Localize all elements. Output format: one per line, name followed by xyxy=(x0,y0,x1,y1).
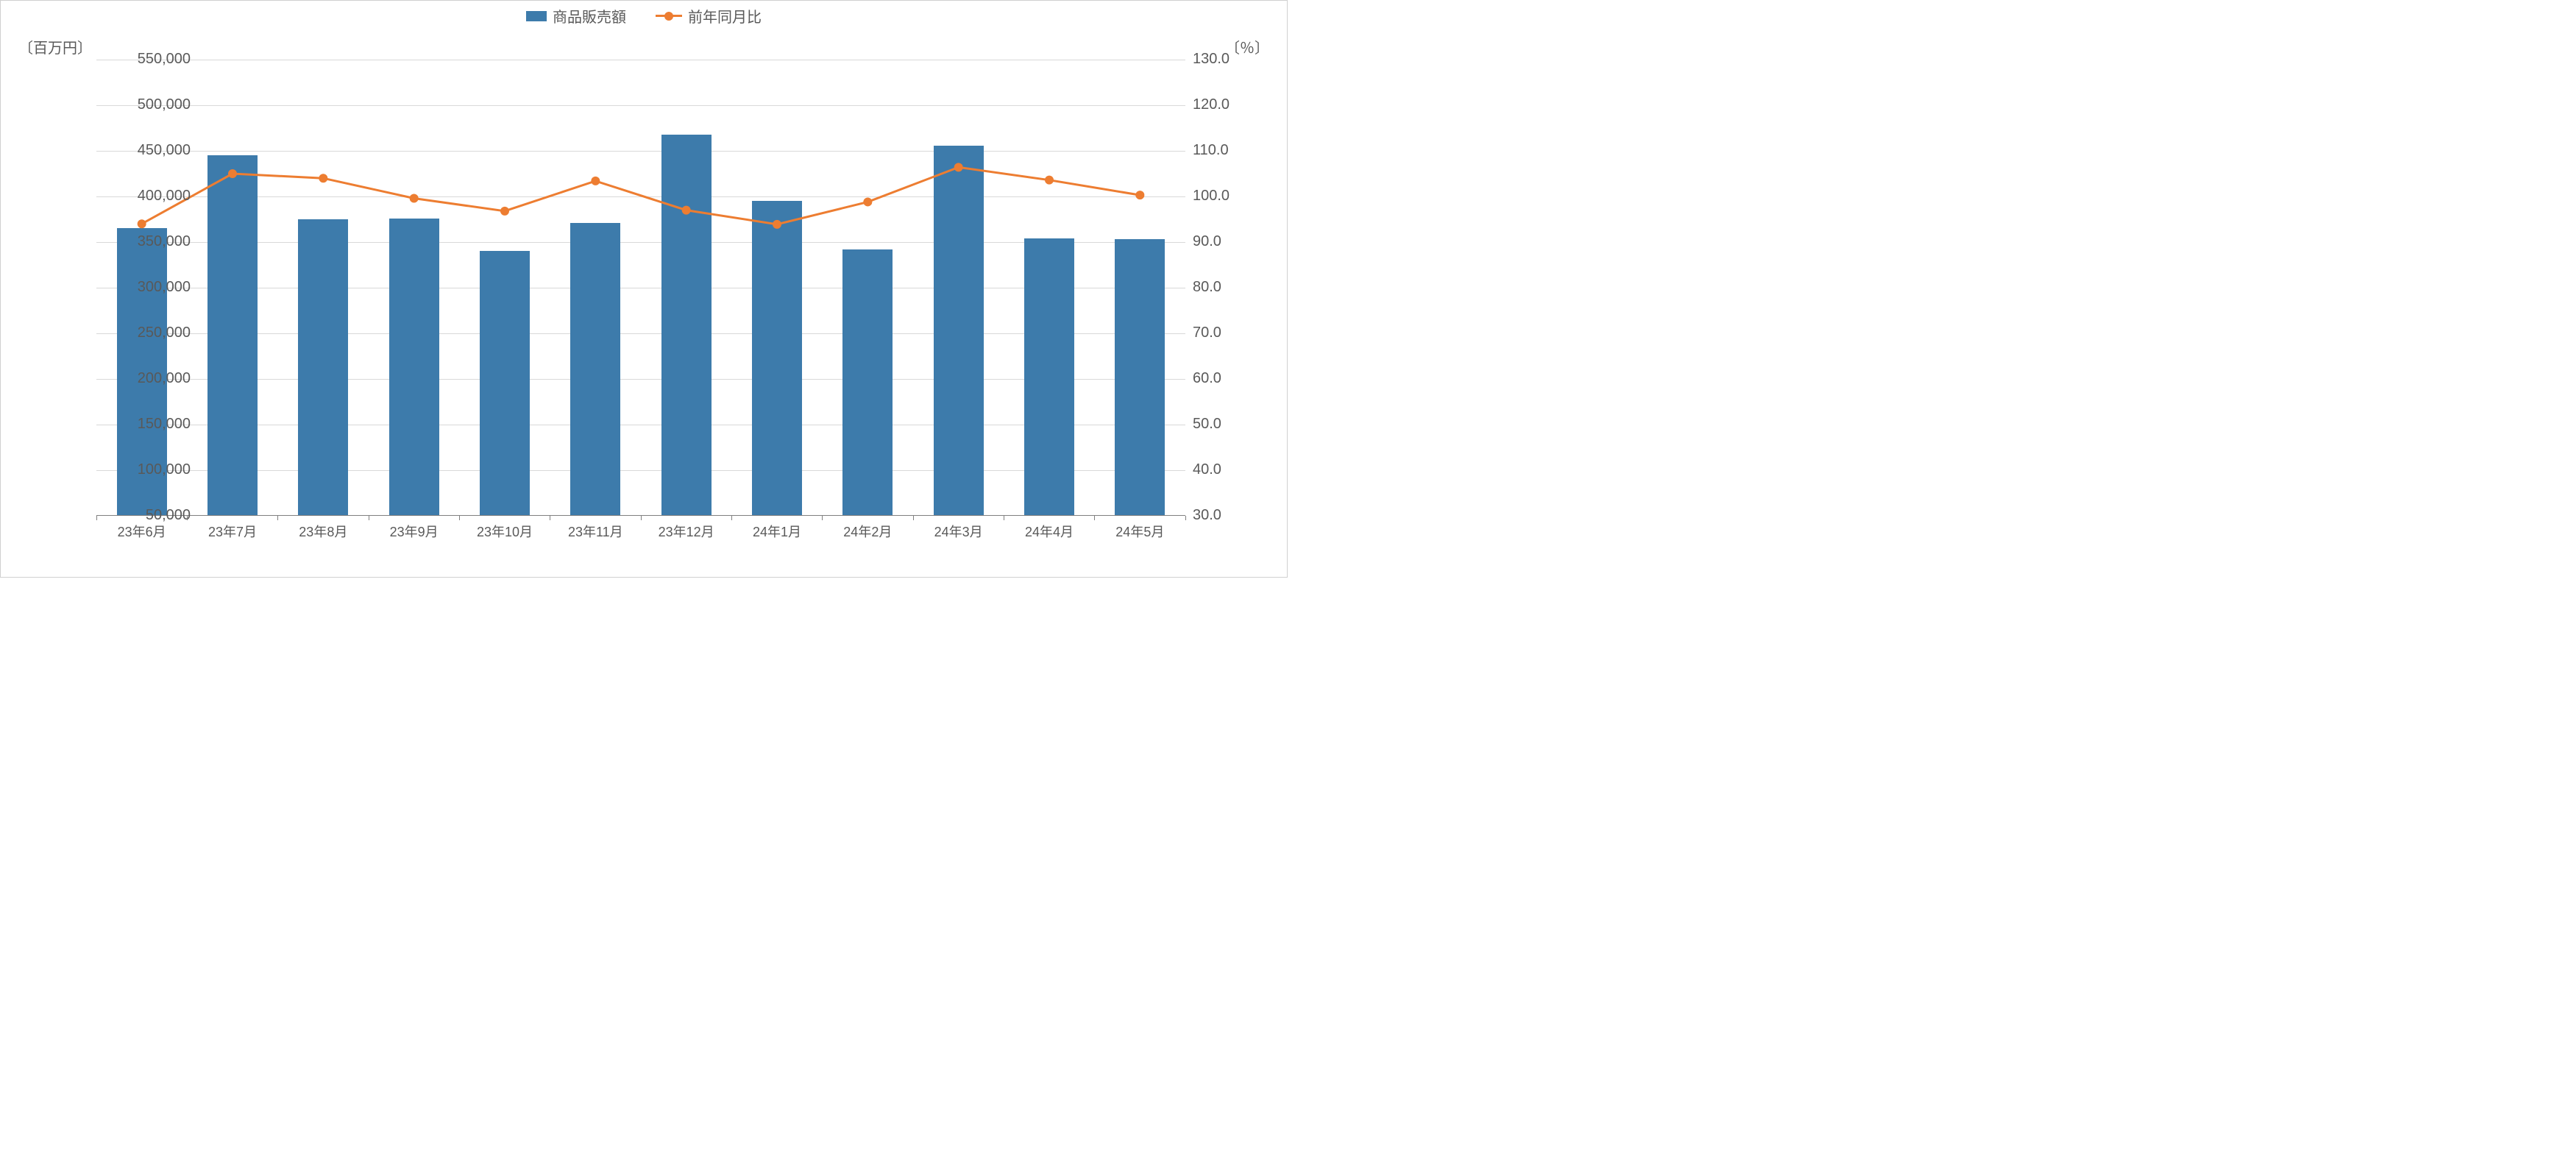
y-left-tick-label: 150,000 xyxy=(102,416,191,433)
sales-chart: 商品販売額 前年同月比 〔百万円〕 〔％〕 50,000100,000150,0… xyxy=(0,0,1288,578)
x-tick xyxy=(277,516,278,520)
legend-swatch-line xyxy=(656,15,682,17)
x-tick-label: 23年9月 xyxy=(369,522,459,541)
x-tick-label: 23年11月 xyxy=(550,522,641,541)
line-series xyxy=(96,60,1185,516)
x-tick xyxy=(96,516,97,520)
x-tick xyxy=(641,516,642,520)
y-left-tick-label: 200,000 xyxy=(102,370,191,387)
x-tick-label: 23年10月 xyxy=(459,522,550,541)
line-marker xyxy=(773,220,781,229)
line-marker xyxy=(228,169,237,178)
x-tick-label: 23年12月 xyxy=(641,522,731,541)
x-tick xyxy=(187,516,188,520)
y-right-tick-label: 60.0 xyxy=(1193,370,1259,387)
x-tick-label: 24年4月 xyxy=(1004,522,1094,541)
legend-swatch-bar xyxy=(526,11,547,21)
x-tick xyxy=(913,516,914,520)
x-tick-label: 24年5月 xyxy=(1095,522,1185,541)
x-tick-label: 24年3月 xyxy=(913,522,1004,541)
line-path xyxy=(142,167,1140,224)
line-marker xyxy=(1045,176,1054,185)
legend-item-line: 前年同月比 xyxy=(656,5,762,26)
line-marker xyxy=(954,163,963,171)
x-tick xyxy=(459,516,460,520)
legend-label-line: 前年同月比 xyxy=(688,5,762,26)
x-tick xyxy=(1185,516,1186,520)
y-left-tick-label: 350,000 xyxy=(102,233,191,250)
y-right-tick-label: 90.0 xyxy=(1193,233,1259,250)
y-axis-left-title: 〔百万円〕 xyxy=(18,36,92,57)
x-tick-label: 24年1月 xyxy=(731,522,822,541)
legend: 商品販売額 前年同月比 xyxy=(1,5,1287,26)
line-marker xyxy=(591,177,600,185)
line-marker xyxy=(500,207,509,216)
legend-item-bar: 商品販売額 xyxy=(526,5,626,26)
y-right-tick-label: 80.0 xyxy=(1193,279,1259,296)
x-tick xyxy=(731,516,732,520)
x-tick-label: 23年7月 xyxy=(187,522,277,541)
y-left-tick-label: 250,000 xyxy=(102,325,191,341)
y-left-tick-label: 300,000 xyxy=(102,279,191,296)
y-left-tick-label: 400,000 xyxy=(102,188,191,205)
y-right-tick-label: 110.0 xyxy=(1193,142,1259,159)
line-marker xyxy=(138,219,146,228)
x-tick-label: 23年6月 xyxy=(96,522,187,541)
y-right-tick-label: 130.0 xyxy=(1193,51,1259,68)
x-tick xyxy=(1094,516,1095,520)
y-right-tick-label: 50.0 xyxy=(1193,416,1259,433)
y-right-tick-label: 70.0 xyxy=(1193,325,1259,341)
line-marker xyxy=(410,194,419,202)
y-right-tick-label: 30.0 xyxy=(1193,507,1259,524)
y-left-tick-label: 550,000 xyxy=(102,51,191,68)
line-marker xyxy=(1135,191,1144,199)
legend-label-bar: 商品販売額 xyxy=(553,5,626,26)
y-right-tick-label: 120.0 xyxy=(1193,96,1259,113)
line-marker xyxy=(863,197,872,206)
line-marker xyxy=(682,206,691,215)
y-left-tick-label: 500,000 xyxy=(102,96,191,113)
x-tick-label: 23年8月 xyxy=(278,522,369,541)
y-right-tick-label: 100.0 xyxy=(1193,188,1259,205)
x-tick xyxy=(822,516,823,520)
y-right-tick-label: 40.0 xyxy=(1193,461,1259,478)
plot-area xyxy=(96,60,1185,516)
y-left-tick-label: 100,000 xyxy=(102,461,191,478)
y-left-tick-label: 450,000 xyxy=(102,142,191,159)
line-marker xyxy=(319,174,327,182)
x-tick-label: 24年2月 xyxy=(823,522,913,541)
